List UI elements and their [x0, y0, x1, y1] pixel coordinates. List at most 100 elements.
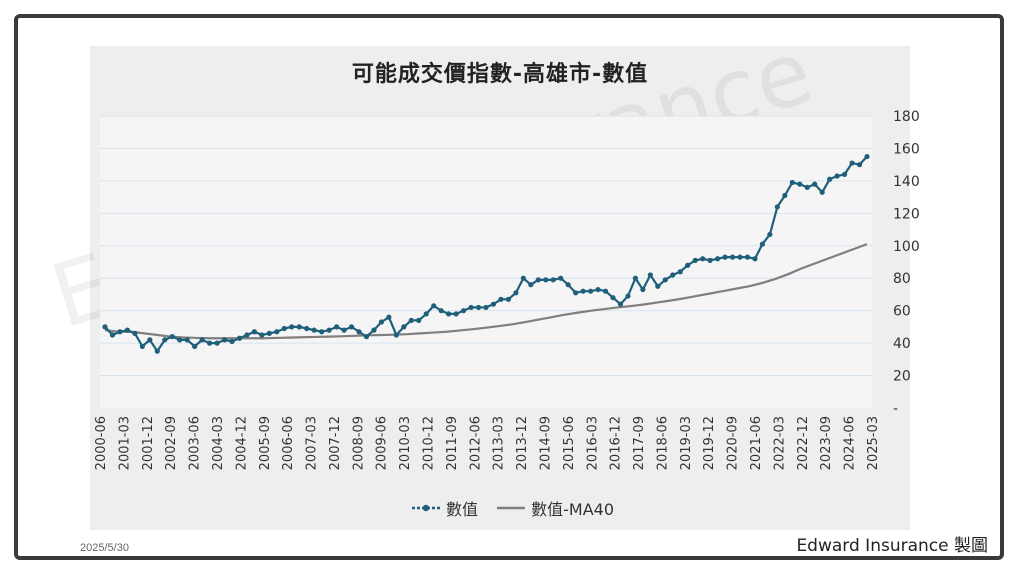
data-point	[759, 241, 766, 247]
x-tick-label: 2019-03	[679, 416, 694, 470]
data-point	[199, 337, 205, 343]
x-tick-label: 2022-03	[772, 416, 787, 470]
data-point	[304, 325, 310, 332]
ma40-line	[104, 243, 868, 340]
chart-title: 可能成交價指數-高雄市-數值	[351, 62, 649, 87]
data-point	[707, 257, 713, 263]
x-tick-label: 2014-09	[538, 416, 553, 470]
data-point	[685, 262, 691, 268]
y-tick-label: 60	[893, 304, 911, 320]
data-point	[677, 269, 683, 275]
data-point	[692, 257, 698, 263]
data-point	[841, 171, 848, 177]
footer-date: 2025/5/30	[80, 542, 129, 554]
data-point	[177, 337, 183, 343]
data-point	[371, 327, 377, 333]
data-point	[490, 301, 497, 307]
data-point	[274, 329, 280, 335]
data-point	[804, 184, 810, 190]
data-point	[797, 181, 803, 187]
x-tick-label: 2015-06	[562, 416, 577, 470]
data-point	[475, 304, 482, 311]
data-point	[348, 324, 355, 330]
data-point	[281, 325, 287, 332]
data-point	[827, 176, 833, 182]
data-point	[326, 327, 332, 333]
data-point	[610, 295, 616, 301]
plot-area	[100, 116, 872, 408]
x-tick-label: 2007-12	[328, 416, 343, 470]
data-point	[416, 317, 422, 323]
data-point	[184, 337, 190, 343]
data-point	[192, 343, 198, 349]
legend-item-ma: 數值-MA40	[495, 496, 614, 520]
data-point	[714, 256, 721, 262]
data-point	[617, 301, 624, 307]
data-point	[244, 332, 250, 338]
data-point	[446, 311, 452, 317]
data-point	[535, 277, 541, 283]
data-point	[752, 256, 758, 262]
data-point	[311, 327, 317, 333]
data-point	[565, 282, 571, 288]
data-point	[744, 254, 751, 260]
data-point	[259, 332, 265, 338]
x-tick-label: 2010-12	[422, 416, 437, 470]
data-point	[206, 340, 213, 346]
data-point	[550, 277, 556, 283]
data-point	[139, 343, 145, 349]
data-point	[169, 334, 175, 340]
y-tick-label: 100	[893, 239, 920, 255]
data-point	[789, 179, 795, 186]
data-point	[221, 337, 228, 343]
data-point	[468, 304, 474, 311]
data-point	[834, 173, 840, 179]
data-point	[505, 296, 512, 302]
data-point	[431, 303, 437, 309]
x-tick-label: 2013-03	[492, 416, 507, 470]
y-tick-label: 180	[893, 109, 920, 125]
data-point	[341, 327, 347, 333]
x-tick-label: 2023-09	[819, 416, 834, 470]
x-tick-label: 2011-09	[445, 416, 460, 470]
data-point	[543, 277, 549, 283]
legend: 數值 數值-MA40	[0, 496, 1024, 520]
data-point	[580, 288, 586, 294]
x-tick-label: 2017-09	[632, 416, 647, 470]
x-tick-label: 2019-12	[702, 416, 717, 470]
data-point	[647, 272, 653, 278]
x-tick-label: 2002-09	[164, 416, 179, 470]
data-point	[864, 153, 870, 160]
x-tick-label: 2025-03	[866, 416, 881, 470]
y-tick-label: -	[893, 401, 898, 417]
data-point	[356, 329, 362, 335]
data-point	[595, 286, 601, 293]
data-point	[483, 304, 489, 311]
data-point	[856, 162, 863, 168]
data-point	[737, 254, 743, 260]
legend-ma-swatch	[497, 506, 526, 510]
data-point	[782, 192, 788, 199]
data-point	[109, 332, 116, 338]
data-point	[319, 329, 325, 335]
data-point	[132, 330, 138, 336]
data-point	[573, 290, 579, 296]
y-tick-label: 20	[893, 369, 911, 385]
x-tick-label: 2004-12	[234, 416, 249, 470]
x-tick-label: 2022-12	[796, 416, 811, 470]
data-point	[289, 324, 295, 330]
data-point	[408, 317, 414, 323]
data-point	[558, 275, 564, 281]
data-point	[229, 338, 235, 345]
data-point	[812, 181, 818, 187]
data-point	[438, 308, 444, 314]
data-point	[117, 329, 123, 335]
x-tick-label: 2004-03	[211, 416, 226, 470]
data-point	[251, 329, 258, 335]
data-point	[513, 290, 519, 296]
data-point	[162, 337, 168, 343]
legend-series-swatch	[412, 504, 440, 512]
x-tick-label: 2005-09	[258, 416, 273, 470]
data-point	[602, 288, 609, 294]
